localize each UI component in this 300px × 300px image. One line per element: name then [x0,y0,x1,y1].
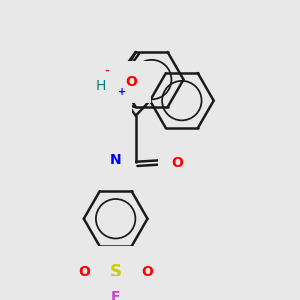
Text: O: O [88,75,100,89]
Text: O: O [142,265,153,278]
Text: +: + [118,87,126,97]
Text: O: O [172,156,184,170]
Text: F: F [111,290,120,300]
Text: O: O [125,75,137,89]
Text: N: N [106,94,118,107]
Text: O: O [78,265,90,278]
Text: N: N [110,153,122,167]
Text: S: S [110,262,122,280]
Text: H: H [95,79,106,92]
Text: H: H [97,162,107,176]
Text: -: - [104,66,109,76]
